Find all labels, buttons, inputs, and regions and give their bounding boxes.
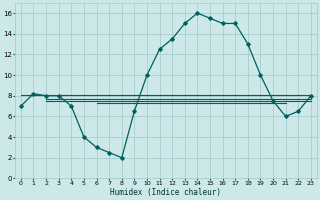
X-axis label: Humidex (Indice chaleur): Humidex (Indice chaleur) xyxy=(110,188,221,197)
